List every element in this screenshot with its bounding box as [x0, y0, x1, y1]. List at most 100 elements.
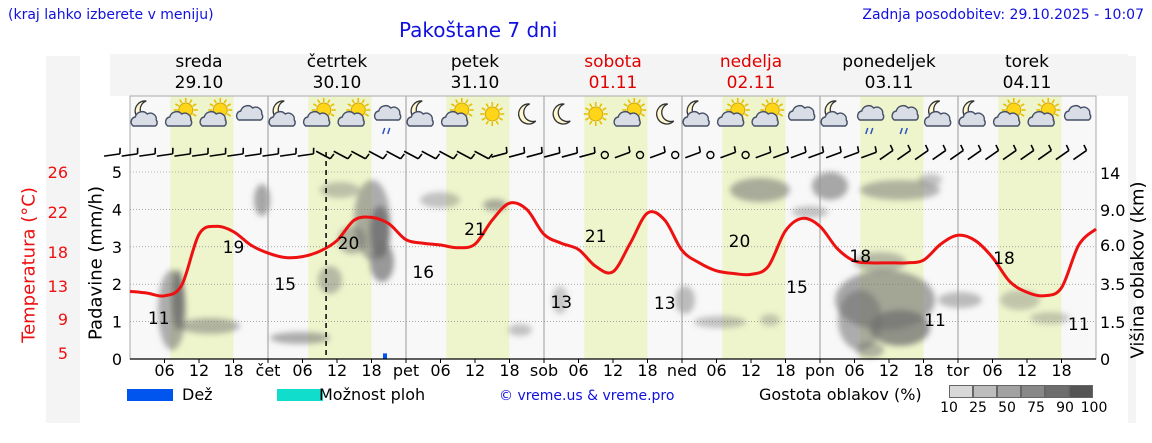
temp-label: 13 [550, 293, 572, 313]
cloud-blob [180, 318, 240, 334]
density-swatch [1045, 385, 1069, 398]
wind-barb [333, 150, 353, 160]
temp-label: 20 [338, 234, 360, 254]
wind-barb [474, 150, 493, 160]
wind-barb [614, 146, 631, 159]
wind-barb [121, 147, 139, 157]
x-tick-label: čet [256, 361, 281, 380]
temp-tick-label: 22 [48, 203, 68, 222]
wind-barbs-row [103, 144, 1088, 161]
cloud-blob [270, 332, 330, 344]
x-tick-label: 12 [327, 361, 347, 380]
region-menu-hint[interactable]: (kraj lahko izberete v meniju) [8, 7, 214, 23]
x-tick-label: 18 [223, 361, 243, 380]
cloud-blob [760, 314, 780, 326]
moon-cloud-icon [130, 100, 158, 127]
wind-barb [984, 144, 1000, 161]
wind-barb [244, 147, 262, 157]
cloud-height-tick-label: 3.5 [1100, 275, 1125, 294]
temp-tick-label: 26 [48, 163, 68, 182]
wind-barb [741, 150, 750, 160]
wind-barb [706, 150, 715, 160]
x-tick-label: 12 [1017, 361, 1037, 380]
temp-label: 20 [729, 232, 751, 252]
wind-barb [932, 144, 947, 161]
temp-label: 18 [849, 247, 871, 267]
wind-barb [773, 146, 790, 159]
sun-cloud-icon [337, 98, 371, 127]
wind-barb [1002, 144, 1017, 161]
wind-barb [825, 146, 842, 159]
density-step-label: 100 [1080, 400, 1108, 416]
wind-barb [755, 146, 772, 159]
x-tick-label: 12 [465, 361, 485, 380]
wind-barb [103, 147, 121, 157]
x-tick-label: 06 [706, 361, 726, 380]
wind-barb [861, 146, 878, 159]
wind-barb [386, 150, 405, 160]
x-tick-label: 18 [499, 361, 519, 380]
x-tick-label: 18 [361, 361, 381, 380]
moon-cloud-icon [268, 100, 296, 127]
moon-cloud-icon [923, 100, 952, 127]
wind-barb [843, 146, 860, 159]
wind-barb [949, 144, 965, 161]
day-night-bands [130, 96, 1096, 359]
precip-tick-label: 5 [112, 163, 122, 182]
wind-barb [209, 147, 227, 157]
wind-barb [561, 146, 579, 158]
drizzle-cloud-icon [856, 105, 885, 135]
density-step-label: 50 [998, 400, 1016, 416]
wind-barb [421, 150, 441, 160]
x-tick-label: 06 [430, 361, 450, 380]
weather-icons-row [130, 98, 1092, 135]
temp-tick-label: 13 [48, 277, 68, 296]
last-update: Zadnja posodobitev: 29.10.2025 - 10:07 [862, 7, 1144, 23]
x-tick-label: sob [530, 361, 558, 380]
temp-label: 15 [786, 278, 808, 298]
wind-barb [967, 144, 982, 161]
cloud-blob [1030, 312, 1070, 324]
cloud-height-tick-label: 1.5 [1100, 313, 1125, 332]
wind-barb [600, 150, 609, 160]
day-name: sreda [175, 52, 223, 72]
sun-cloud-icon [751, 98, 785, 127]
temp-label: 16 [412, 263, 434, 283]
temp-tick-label: 9 [58, 310, 68, 329]
x-tick-label: 06 [982, 361, 1002, 380]
wind-barb [174, 147, 192, 157]
wind-barb [491, 146, 508, 158]
precip-bar [383, 353, 387, 359]
wind-barb [1020, 144, 1035, 161]
x-tick-label: 06 [154, 361, 174, 380]
wind-barb [808, 146, 825, 159]
x-tick-label: 12 [189, 361, 209, 380]
cloud-blob [870, 310, 930, 346]
wind-barb [191, 147, 209, 157]
x-tick-label: ned [667, 361, 697, 380]
wind-barb [1055, 144, 1070, 161]
cloud-blob [812, 172, 848, 200]
density-step-label: 90 [1056, 400, 1074, 416]
wind-barb [1072, 144, 1088, 161]
temp-tick-label: 5 [58, 344, 68, 363]
cloud-blob [938, 292, 982, 308]
cloud-blob [792, 206, 828, 218]
day-name: torek [1005, 52, 1049, 72]
sun-icon [583, 102, 608, 126]
cloud-blob [1000, 290, 1040, 310]
cloud-icon [235, 105, 264, 121]
wind-barb [297, 147, 315, 157]
credit-link[interactable]: © vreme.us & vreme.pro [499, 388, 675, 404]
day-name: sobota [584, 52, 642, 72]
sun-cloud-icon [1027, 98, 1061, 127]
temp-label: 11 [924, 311, 946, 331]
wind-barb [720, 146, 737, 159]
x-tick-label: 12 [603, 361, 623, 380]
cloud-height-tick-label: 9.0 [1100, 201, 1125, 220]
temp-label: 21 [585, 227, 607, 247]
rain-legend-label: Dež [182, 385, 213, 404]
wind-barb [456, 150, 476, 160]
wind-barb [403, 150, 423, 160]
rain-cloud-icon [373, 105, 402, 135]
